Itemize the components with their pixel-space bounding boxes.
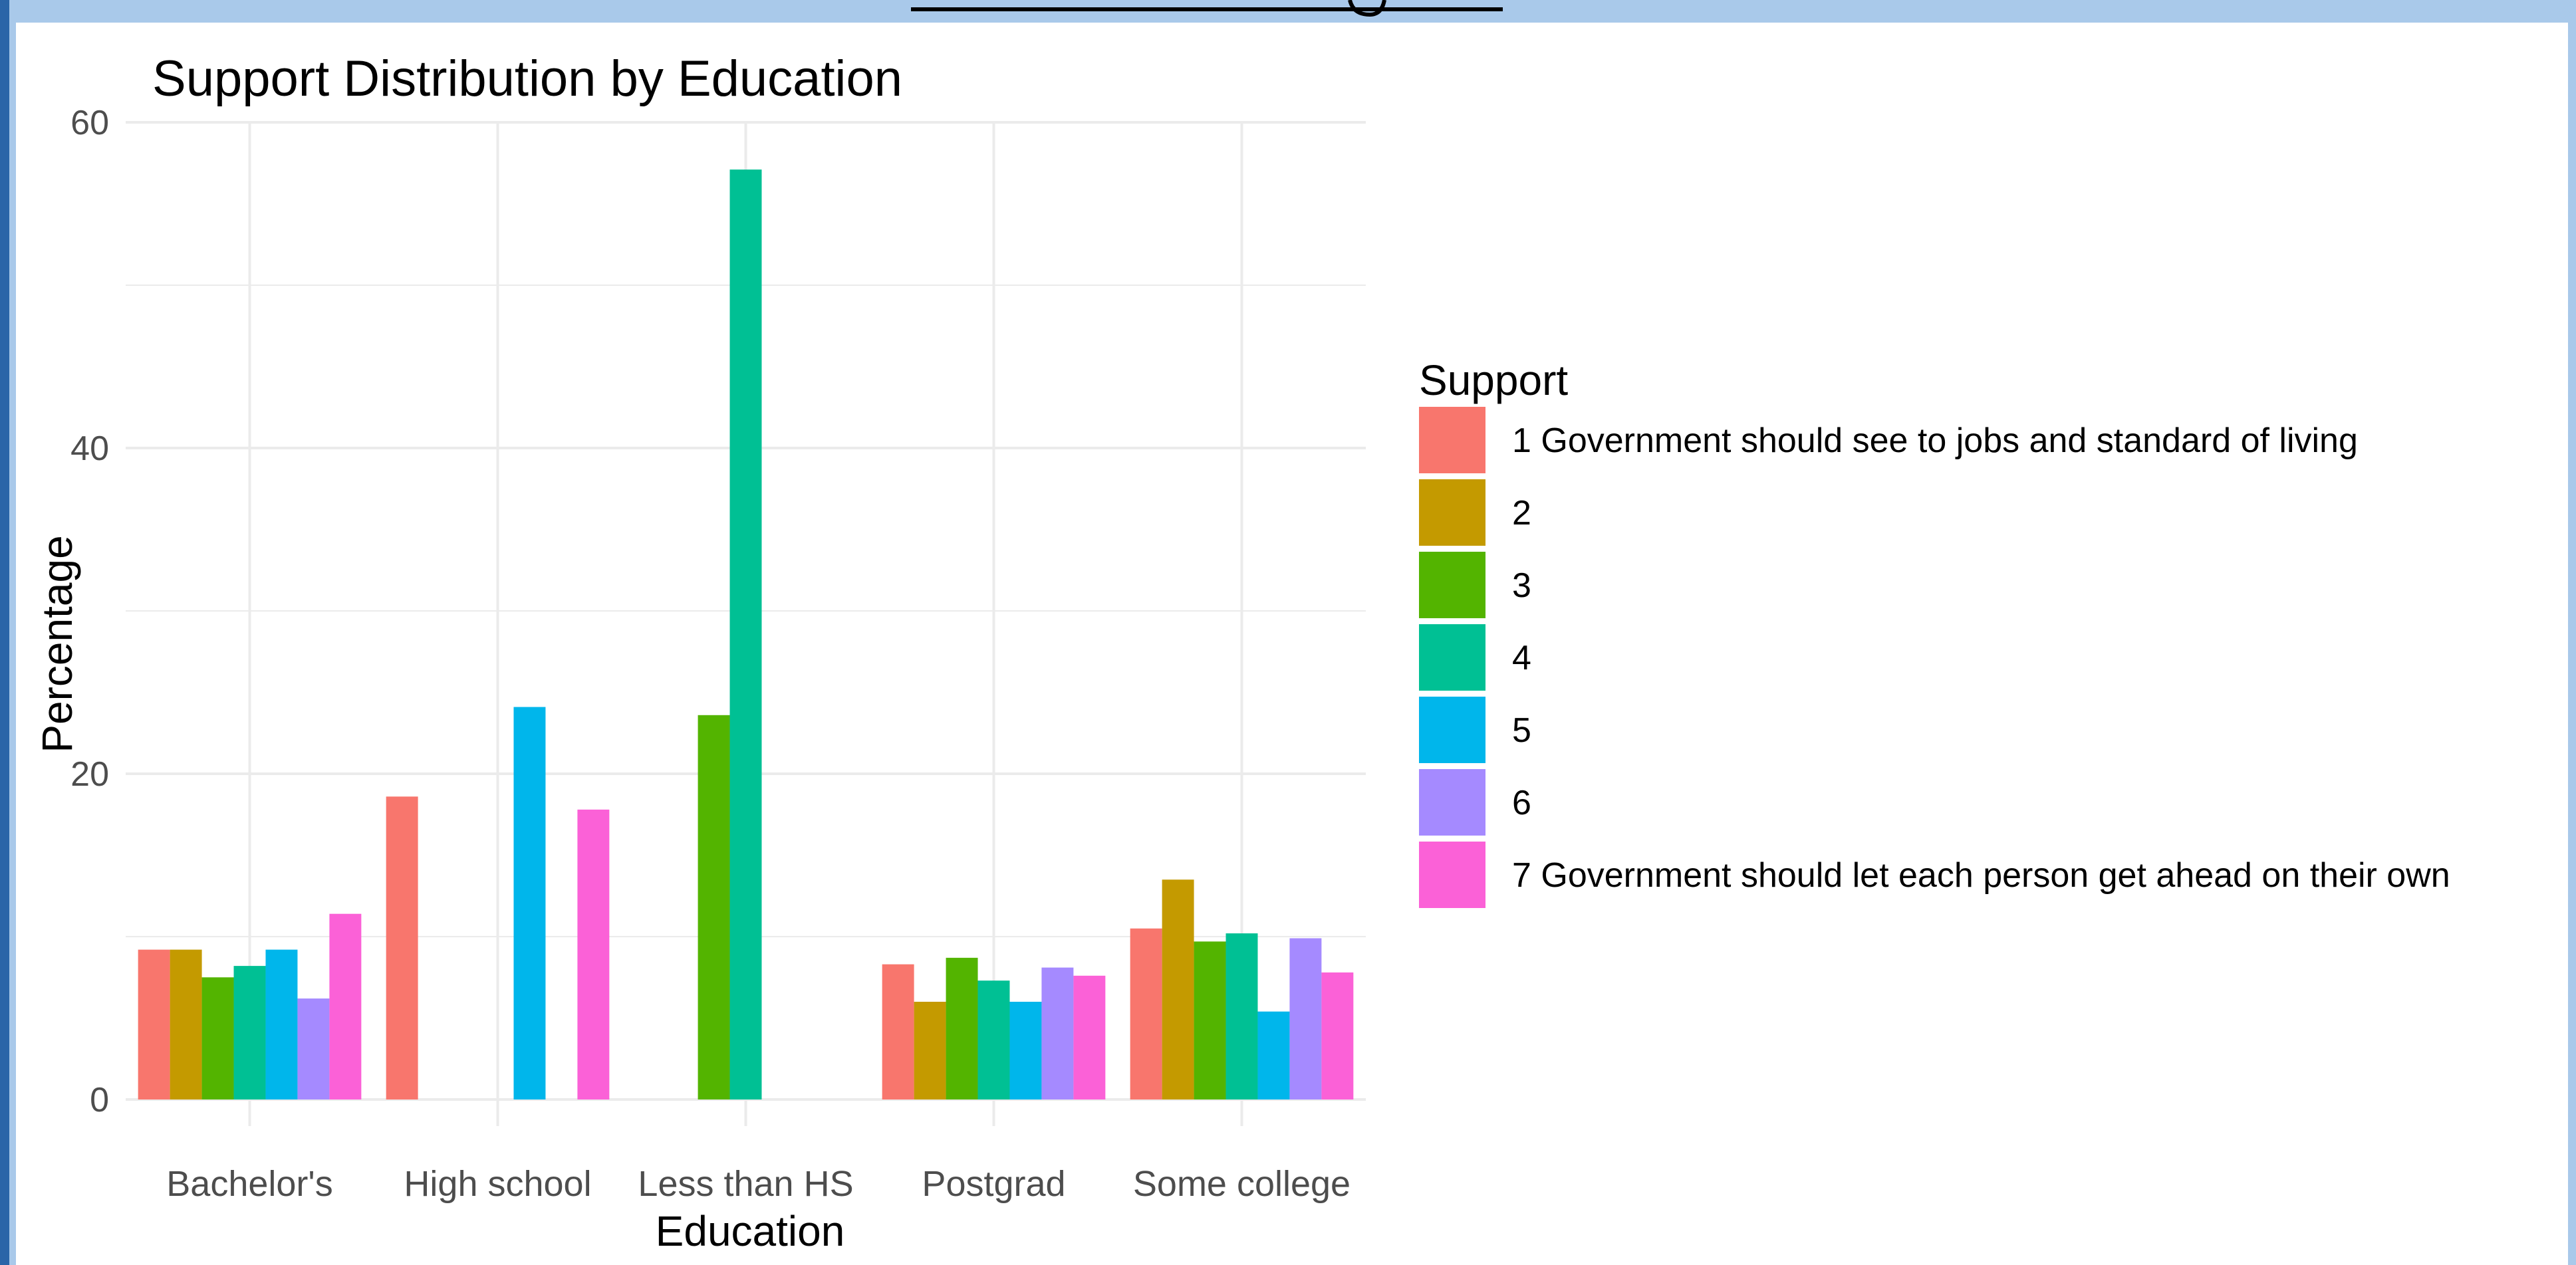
bar-3-less-than-hs <box>698 715 730 1099</box>
legend-title: Support <box>1419 356 1568 404</box>
x-tick-label: Less than HS <box>638 1164 853 1204</box>
bar-5-some-college <box>1257 1011 1290 1099</box>
x-tick-label: Postgrad <box>922 1164 1065 1204</box>
chart-svg: 0 20 40 60 Bachelor's High school Less than HS… <box>33 51 2450 1255</box>
bar-6-some-college <box>1289 938 1322 1099</box>
y-tick-label: 0 <box>90 1081 109 1119</box>
bar-2-some-college <box>1162 879 1194 1099</box>
bar-7-postgrad <box>1073 975 1106 1099</box>
x-tick-label: Bachelor's <box>166 1164 332 1204</box>
bar-4-less-than-hs <box>729 170 762 1099</box>
legend-label-2: 2 <box>1512 494 1531 532</box>
bar-4-some-college <box>1225 933 1258 1099</box>
y-tick-label: 40 <box>70 429 109 468</box>
legend-key-2 <box>1419 479 1485 546</box>
bar-3-postgrad <box>946 957 978 1099</box>
window-left-edge <box>0 0 9 1265</box>
x-tick-label: High school <box>404 1164 591 1204</box>
legend: Support 1 Government should see to jobs … <box>1419 356 2450 908</box>
bar-1-some-college <box>1130 928 1162 1099</box>
bar-4-bachelor-s <box>233 966 266 1099</box>
bar-5-high-school <box>513 707 546 1099</box>
x-tick-label: Some college <box>1133 1164 1351 1204</box>
legend-label-3: 3 <box>1512 566 1531 605</box>
bar-1-bachelor-s <box>138 949 170 1099</box>
bar-5-bachelor-s <box>265 949 298 1099</box>
legend-key-1 <box>1419 407 1485 473</box>
bar-7-high-school <box>577 809 610 1099</box>
bar-4-postgrad <box>977 980 1010 1099</box>
bar-3-some-college <box>1194 941 1226 1099</box>
bar-6-postgrad <box>1041 967 1074 1099</box>
bar-2-postgrad <box>914 1002 946 1099</box>
bar-3-bachelor-s <box>201 977 234 1099</box>
axis-layer: 0 20 40 60 Bachelor's High school Less than HS… <box>70 104 1351 1204</box>
bar-6-bachelor-s <box>297 998 330 1099</box>
legend-label-6: 6 <box>1512 784 1531 822</box>
legend-key-7 <box>1419 842 1485 908</box>
legend-key-3 <box>1419 552 1485 618</box>
legend-key-4 <box>1419 624 1485 691</box>
y-tick-label: 60 <box>70 104 109 142</box>
bars-layer <box>138 170 1354 1099</box>
y-tick-label: 20 <box>70 755 109 794</box>
bar-7-some-college <box>1321 972 1354 1099</box>
bar-1-high-school <box>386 796 418 1099</box>
legend-label-7: 7 Government should let each person get … <box>1512 856 2450 895</box>
bar-2-bachelor-s <box>170 949 202 1099</box>
legend-key-6 <box>1419 769 1485 836</box>
chart-title: Support Distribution by Education <box>152 51 902 107</box>
bar-5-postgrad <box>1009 1002 1042 1099</box>
legend-label-4: 4 <box>1512 639 1531 677</box>
legend-label-5: 5 <box>1512 711 1531 750</box>
y-axis-label: Percentage <box>33 535 81 752</box>
x-axis-label: Education <box>656 1207 845 1255</box>
legend-label-1: 1 Government should see to jobs and stan… <box>1512 421 2358 460</box>
bar-1-postgrad <box>882 964 914 1099</box>
chart-panel: 0 20 40 60 Bachelor's High school Less than HS… <box>16 23 2568 1265</box>
partial-handwriting-mark <box>911 0 1503 17</box>
bar-7-bachelor-s <box>329 913 362 1099</box>
legend-key-5 <box>1419 697 1485 763</box>
